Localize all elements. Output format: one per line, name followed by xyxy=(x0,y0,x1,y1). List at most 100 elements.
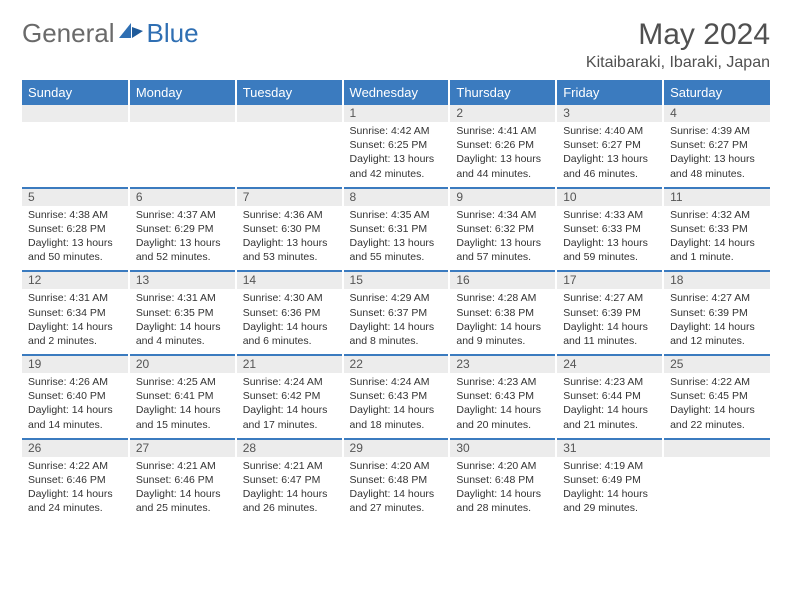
calendar-day-cell: 5Sunrise: 4:38 AMSunset: 6:28 PMDaylight… xyxy=(22,188,129,272)
day-details: Sunrise: 4:31 AMSunset: 6:34 PMDaylight:… xyxy=(22,289,128,354)
calendar-week-row: 19Sunrise: 4:26 AMSunset: 6:40 PMDayligh… xyxy=(22,355,770,439)
day-number: 3 xyxy=(557,105,662,122)
logo-word-general: General xyxy=(22,18,115,49)
calendar-day-cell: 6Sunrise: 4:37 AMSunset: 6:29 PMDaylight… xyxy=(129,188,236,272)
weekday-header: Sunday xyxy=(22,80,129,105)
calendar-week-row: 26Sunrise: 4:22 AMSunset: 6:46 PMDayligh… xyxy=(22,439,770,522)
calendar-day-cell: 28Sunrise: 4:21 AMSunset: 6:47 PMDayligh… xyxy=(236,439,343,522)
calendar-day-cell: 1Sunrise: 4:42 AMSunset: 6:25 PMDaylight… xyxy=(343,105,450,188)
calendar-day-cell: 20Sunrise: 4:25 AMSunset: 6:41 PMDayligh… xyxy=(129,355,236,439)
calendar-week-row: 1Sunrise: 4:42 AMSunset: 6:25 PMDaylight… xyxy=(22,105,770,188)
day-number: 5 xyxy=(22,189,128,206)
calendar-day-cell: 21Sunrise: 4:24 AMSunset: 6:42 PMDayligh… xyxy=(236,355,343,439)
day-number: 4 xyxy=(664,105,770,122)
location-subtitle: Kitaibaraki, Ibaraki, Japan xyxy=(586,54,770,72)
day-number: 17 xyxy=(557,272,662,289)
day-number: 13 xyxy=(130,272,235,289)
day-number xyxy=(237,105,342,122)
calendar-day-cell: 24Sunrise: 4:23 AMSunset: 6:44 PMDayligh… xyxy=(556,355,663,439)
calendar-day-cell: 7Sunrise: 4:36 AMSunset: 6:30 PMDaylight… xyxy=(236,188,343,272)
day-details: Sunrise: 4:20 AMSunset: 6:48 PMDaylight:… xyxy=(450,457,555,522)
brand-logo: General Blue xyxy=(22,18,199,49)
day-details: Sunrise: 4:27 AMSunset: 6:39 PMDaylight:… xyxy=(557,289,662,354)
day-number: 30 xyxy=(450,440,555,457)
day-number: 29 xyxy=(344,440,449,457)
calendar-day-cell: 13Sunrise: 4:31 AMSunset: 6:35 PMDayligh… xyxy=(129,271,236,355)
calendar-week-row: 12Sunrise: 4:31 AMSunset: 6:34 PMDayligh… xyxy=(22,271,770,355)
day-details: Sunrise: 4:31 AMSunset: 6:35 PMDaylight:… xyxy=(130,289,235,354)
calendar-day-cell: 30Sunrise: 4:20 AMSunset: 6:48 PMDayligh… xyxy=(449,439,556,522)
day-details: Sunrise: 4:24 AMSunset: 6:43 PMDaylight:… xyxy=(344,373,449,438)
day-details: Sunrise: 4:26 AMSunset: 6:40 PMDaylight:… xyxy=(22,373,128,438)
calendar-header-row: SundayMondayTuesdayWednesdayThursdayFrid… xyxy=(22,80,770,105)
day-details: Sunrise: 4:37 AMSunset: 6:29 PMDaylight:… xyxy=(130,206,235,271)
day-number: 24 xyxy=(557,356,662,373)
weekday-header: Saturday xyxy=(663,80,770,105)
day-details: Sunrise: 4:22 AMSunset: 6:46 PMDaylight:… xyxy=(22,457,128,522)
day-details: Sunrise: 4:41 AMSunset: 6:26 PMDaylight:… xyxy=(450,122,555,187)
logo-sail-icon xyxy=(117,21,145,46)
calendar-day-cell: 23Sunrise: 4:23 AMSunset: 6:43 PMDayligh… xyxy=(449,355,556,439)
calendar-day-cell: 4Sunrise: 4:39 AMSunset: 6:27 PMDaylight… xyxy=(663,105,770,188)
weekday-header: Friday xyxy=(556,80,663,105)
day-details: Sunrise: 4:19 AMSunset: 6:49 PMDaylight:… xyxy=(557,457,662,522)
day-number: 7 xyxy=(237,189,342,206)
page-header: General Blue May 2024 Kitaibaraki, Ibara… xyxy=(22,18,770,72)
day-details: Sunrise: 4:21 AMSunset: 6:47 PMDaylight:… xyxy=(237,457,342,522)
calendar-day-cell: 9Sunrise: 4:34 AMSunset: 6:32 PMDaylight… xyxy=(449,188,556,272)
calendar-day-cell: 17Sunrise: 4:27 AMSunset: 6:39 PMDayligh… xyxy=(556,271,663,355)
day-details: Sunrise: 4:38 AMSunset: 6:28 PMDaylight:… xyxy=(22,206,128,271)
day-details: Sunrise: 4:34 AMSunset: 6:32 PMDaylight:… xyxy=(450,206,555,271)
day-details: Sunrise: 4:21 AMSunset: 6:46 PMDaylight:… xyxy=(130,457,235,522)
calendar-day-cell: 8Sunrise: 4:35 AMSunset: 6:31 PMDaylight… xyxy=(343,188,450,272)
calendar-day-cell: 2Sunrise: 4:41 AMSunset: 6:26 PMDaylight… xyxy=(449,105,556,188)
day-number: 19 xyxy=(22,356,128,373)
day-details: Sunrise: 4:32 AMSunset: 6:33 PMDaylight:… xyxy=(664,206,770,271)
day-number: 8 xyxy=(344,189,449,206)
day-number: 20 xyxy=(130,356,235,373)
day-number: 10 xyxy=(557,189,662,206)
day-number: 6 xyxy=(130,189,235,206)
calendar-day-cell: 3Sunrise: 4:40 AMSunset: 6:27 PMDaylight… xyxy=(556,105,663,188)
day-number: 23 xyxy=(450,356,555,373)
weekday-header: Monday xyxy=(129,80,236,105)
logo-word-blue: Blue xyxy=(147,18,199,49)
calendar-day-cell: 11Sunrise: 4:32 AMSunset: 6:33 PMDayligh… xyxy=(663,188,770,272)
day-number: 21 xyxy=(237,356,342,373)
weekday-header: Thursday xyxy=(449,80,556,105)
day-number: 15 xyxy=(344,272,449,289)
calendar-day-cell: 22Sunrise: 4:24 AMSunset: 6:43 PMDayligh… xyxy=(343,355,450,439)
day-details: Sunrise: 4:39 AMSunset: 6:27 PMDaylight:… xyxy=(664,122,770,187)
day-number: 14 xyxy=(237,272,342,289)
month-title: May 2024 xyxy=(586,18,770,52)
day-number: 11 xyxy=(664,189,770,206)
day-details: Sunrise: 4:42 AMSunset: 6:25 PMDaylight:… xyxy=(344,122,449,187)
day-number: 2 xyxy=(450,105,555,122)
day-number xyxy=(664,440,770,457)
day-details: Sunrise: 4:24 AMSunset: 6:42 PMDaylight:… xyxy=(237,373,342,438)
day-number: 25 xyxy=(664,356,770,373)
day-number: 18 xyxy=(664,272,770,289)
calendar-day-cell: 31Sunrise: 4:19 AMSunset: 6:49 PMDayligh… xyxy=(556,439,663,522)
calendar-week-row: 5Sunrise: 4:38 AMSunset: 6:28 PMDaylight… xyxy=(22,188,770,272)
calendar-day-cell: 26Sunrise: 4:22 AMSunset: 6:46 PMDayligh… xyxy=(22,439,129,522)
calendar-day-cell: 25Sunrise: 4:22 AMSunset: 6:45 PMDayligh… xyxy=(663,355,770,439)
calendar-day-cell xyxy=(663,439,770,522)
calendar-day-cell: 27Sunrise: 4:21 AMSunset: 6:46 PMDayligh… xyxy=(129,439,236,522)
calendar-day-cell xyxy=(22,105,129,188)
day-details: Sunrise: 4:28 AMSunset: 6:38 PMDaylight:… xyxy=(450,289,555,354)
day-details: Sunrise: 4:23 AMSunset: 6:44 PMDaylight:… xyxy=(557,373,662,438)
day-number: 16 xyxy=(450,272,555,289)
calendar-body: 1Sunrise: 4:42 AMSunset: 6:25 PMDaylight… xyxy=(22,105,770,521)
day-number: 1 xyxy=(344,105,449,122)
day-details: Sunrise: 4:27 AMSunset: 6:39 PMDaylight:… xyxy=(664,289,770,354)
calendar-day-cell: 10Sunrise: 4:33 AMSunset: 6:33 PMDayligh… xyxy=(556,188,663,272)
day-number: 27 xyxy=(130,440,235,457)
calendar-table: SundayMondayTuesdayWednesdayThursdayFrid… xyxy=(22,80,770,521)
day-details: Sunrise: 4:23 AMSunset: 6:43 PMDaylight:… xyxy=(450,373,555,438)
calendar-day-cell xyxy=(129,105,236,188)
day-details: Sunrise: 4:22 AMSunset: 6:45 PMDaylight:… xyxy=(664,373,770,438)
calendar-day-cell: 16Sunrise: 4:28 AMSunset: 6:38 PMDayligh… xyxy=(449,271,556,355)
day-number xyxy=(22,105,128,122)
day-number: 26 xyxy=(22,440,128,457)
